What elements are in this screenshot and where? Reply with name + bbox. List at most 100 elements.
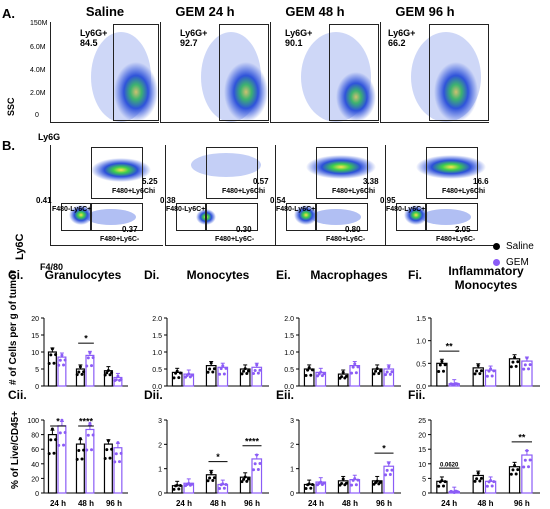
x-tick-label: 24 h <box>50 499 66 508</box>
data-point <box>245 372 249 376</box>
data-point <box>172 487 176 491</box>
data-point <box>516 468 520 472</box>
data-point <box>63 358 67 362</box>
flow-b-neg-1: 0.38 <box>160 196 176 205</box>
data-point <box>255 453 259 457</box>
flow-b-neg-3: 0.95 <box>380 196 396 205</box>
data-point <box>511 360 515 364</box>
data-point <box>490 374 494 378</box>
data-point <box>319 370 323 374</box>
chart-eii: 0 1 2 3 24 h 48 h 96 h * <box>290 418 401 508</box>
y-tick-label: 60 <box>31 447 39 454</box>
data-point <box>211 479 215 483</box>
y-tick-label: 2 <box>158 442 162 449</box>
flow-a-title-2: GEM 48 h <box>285 4 345 19</box>
data-point <box>177 376 181 380</box>
data-point <box>485 484 489 488</box>
data-point <box>258 368 262 372</box>
data-point <box>478 479 482 483</box>
data-point <box>306 368 310 372</box>
flow-b-neg-0: 0.41 <box>36 196 52 205</box>
flow-b-hi-name-1: F480+Ly6Chi <box>222 188 266 195</box>
y-tick-label: 0 <box>158 491 162 498</box>
data-point <box>390 468 394 472</box>
y-tick-label: 0 <box>35 491 39 498</box>
data-point <box>523 363 527 367</box>
data-point <box>310 368 314 372</box>
flow-b-lo-2: 0.80 <box>345 225 361 234</box>
y-tick-label: 1.5 <box>284 333 294 340</box>
data-point <box>62 443 66 447</box>
data-point <box>509 365 513 369</box>
flow-a-gate-3: Ly6G+ 66.2 <box>388 28 416 48</box>
data-point <box>114 452 118 456</box>
data-point <box>375 367 379 371</box>
legend-gem: GEM <box>493 254 534 270</box>
sub-ci: Ci. <box>8 268 24 282</box>
data-point <box>209 470 213 474</box>
sub-dii: Dii. <box>144 388 163 402</box>
data-point <box>258 462 262 466</box>
data-point <box>218 372 222 376</box>
data-point <box>119 377 123 381</box>
data-point <box>208 476 212 480</box>
data-point <box>509 472 513 476</box>
sub-fi: Fi. <box>408 268 422 282</box>
gem-dot-icon <box>493 258 500 266</box>
legend-saline: Saline <box>493 238 534 254</box>
data-point <box>242 477 246 481</box>
data-point <box>211 370 215 374</box>
flow-a-title-1: GEM 24 h <box>175 4 235 19</box>
data-point <box>487 369 491 373</box>
data-point <box>478 372 482 376</box>
data-point <box>113 460 117 464</box>
data-point <box>473 479 477 483</box>
data-point <box>473 372 477 376</box>
y-tick-label: 1 <box>290 467 294 474</box>
data-point <box>218 486 222 490</box>
data-point <box>492 369 496 373</box>
data-point <box>511 468 515 472</box>
data-point <box>49 438 53 442</box>
significance-label: ** <box>518 432 526 442</box>
data-point <box>304 486 308 490</box>
x-tick-label: 96 h <box>244 499 260 508</box>
data-point <box>443 363 447 367</box>
flow-b-lo-1: 0.30 <box>236 225 252 234</box>
sub-ei: Ei. <box>276 268 291 282</box>
data-point <box>224 366 228 370</box>
x-tick-label: 24 h <box>441 499 457 508</box>
data-point <box>242 369 246 373</box>
data-point <box>476 364 480 368</box>
data-point <box>388 473 392 477</box>
data-point <box>54 353 58 357</box>
data-point <box>75 373 79 377</box>
flow-b-hi-name-2: F480+Ly6Chi <box>332 188 376 195</box>
data-point <box>118 460 122 464</box>
data-point <box>54 438 58 442</box>
data-point <box>479 476 483 480</box>
data-point <box>60 353 64 357</box>
bar <box>85 428 95 494</box>
data-point <box>75 457 79 461</box>
data-point <box>523 458 527 462</box>
flow-a-plot-3 <box>380 22 489 123</box>
data-point <box>475 477 479 481</box>
y-tick-label: 0.5 <box>284 367 294 374</box>
data-point <box>340 375 344 379</box>
data-point <box>50 427 54 431</box>
data-point <box>57 363 61 367</box>
y-tick-label: 15 <box>31 333 39 340</box>
y-tick-label: 20 <box>31 316 39 323</box>
bar <box>57 425 67 494</box>
data-point <box>103 373 107 377</box>
y-tick-label: 0.5 <box>152 367 162 374</box>
data-point <box>208 367 212 371</box>
data-point <box>442 484 445 488</box>
data-point <box>479 369 483 373</box>
data-point <box>78 365 82 369</box>
flow-a-ytick-2: 2.0M <box>30 90 46 97</box>
data-point <box>438 363 442 367</box>
significance-label: **** <box>245 436 260 446</box>
flow-b-negc-name-1: F480-Ly6C+ <box>166 206 206 213</box>
